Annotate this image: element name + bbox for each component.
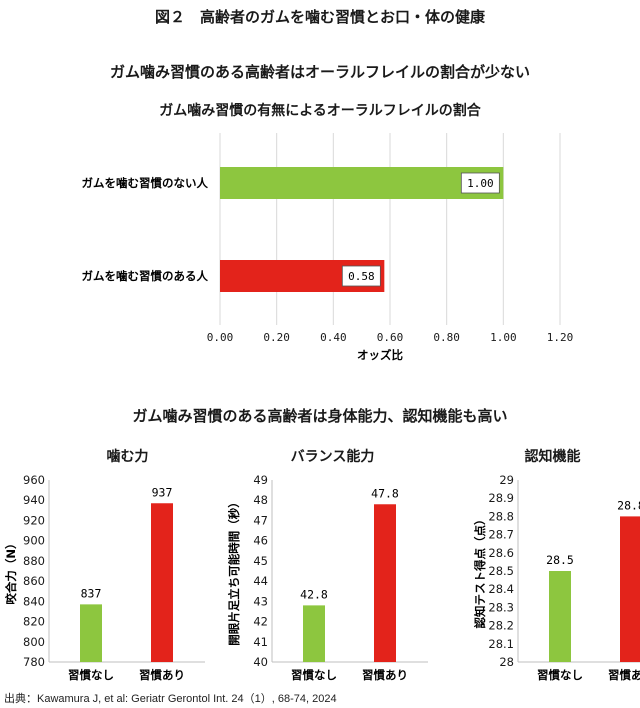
bar — [549, 571, 571, 662]
x-tick-label: 1.20 — [547, 331, 574, 344]
data-label: 937 — [152, 485, 173, 499]
y-axis-title: 咬合力（N） — [4, 537, 18, 604]
y-tick-label: 920 — [23, 513, 45, 527]
odds-chart-title: ガム噛み習慣の有無によるオーラルフレイルの割合 — [159, 103, 481, 119]
y-tick-label: 28.9 — [488, 491, 514, 505]
y-tick-label: 41 — [253, 635, 268, 649]
category-label: 習慣あり — [362, 668, 408, 682]
category-label: 習慣なし — [68, 668, 114, 682]
y-tick-label: 48 — [253, 493, 268, 507]
y-tick-label: 29 — [499, 473, 514, 487]
y-tick-label: 43 — [253, 594, 268, 608]
source-citation: 出典：Kawamura J, et al: Geriatr Gerontol I… — [4, 693, 337, 705]
y-tick-label: 47 — [253, 513, 268, 527]
small-bar-charts: 780 800 820 840 860 880 900 920 940 960 837 習慣なし 937… — [4, 473, 640, 682]
y-tick-label: 28.3 — [488, 600, 514, 614]
data-label: 28.8 — [617, 498, 640, 512]
y-tick-label: 960 — [23, 473, 45, 487]
y-axis-title: 認知テスト得点（点） — [473, 514, 487, 629]
category-label: ガムを噛む習慣のない人 — [82, 176, 209, 190]
x-tick-label: 0.20 — [263, 331, 290, 344]
data-label: 28.5 — [546, 553, 574, 567]
x-tick-label: 0.40 — [320, 331, 347, 344]
y-tick-label: 28.7 — [488, 528, 514, 542]
y-tick-label: 880 — [23, 554, 45, 568]
y-tick-label: 28.6 — [488, 546, 514, 560]
y-tick-label: 45 — [253, 554, 268, 568]
data-label: 837 — [81, 586, 102, 600]
y-tick-label: 900 — [23, 534, 45, 548]
x-axis-title: オッズ比 — [357, 348, 403, 362]
cognitive-title: 認知機能 — [524, 449, 581, 465]
y-tick-label: 28.5 — [488, 564, 514, 578]
y-tick-label: 40 — [253, 655, 268, 669]
y-tick-label: 820 — [23, 615, 45, 629]
data-label: 47.8 — [371, 486, 399, 500]
bar — [374, 504, 396, 662]
data-label: 0.58 — [348, 270, 375, 283]
y-tick-label: 800 — [23, 635, 45, 649]
bar — [220, 167, 504, 199]
y-tick-label: 780 — [23, 655, 45, 669]
category-label: 習慣なし — [291, 668, 337, 682]
y-tick-label: 28.2 — [488, 619, 514, 633]
data-label-box — [460, 172, 500, 194]
category-label: 習慣なし — [537, 668, 583, 682]
y-tick-label: 860 — [23, 574, 45, 588]
x-tick-label: 1.00 — [490, 331, 517, 344]
data-label-box — [341, 265, 381, 287]
y-tick-label: 28 — [499, 655, 514, 669]
category-label: 習慣あり — [139, 668, 185, 682]
odds-ratio-chart: 1.00 0.58 0.00 0.20 0.40 0.60 0.80 1.00 1.20 ガム… — [82, 133, 574, 362]
bar — [151, 503, 173, 662]
section1-title: ガム噛み習慣のある高齢者はオーラルフレイルの割合が少ない — [109, 63, 530, 81]
x-tick-label: 0.00 — [207, 331, 234, 344]
y-tick-label: 49 — [253, 473, 268, 487]
figure-title: 図２ 高齢者のガムを噛む習慣とお口・体の健康 — [154, 8, 485, 26]
y-tick-label: 28.1 — [488, 637, 514, 651]
y-tick-label: 46 — [253, 534, 268, 548]
y-tick-label: 28.4 — [488, 582, 514, 596]
category-label: ガムを噛む習慣のある人 — [82, 269, 209, 283]
data-label: 42.8 — [300, 587, 328, 601]
y-tick-label: 840 — [23, 594, 45, 608]
y-tick-label: 940 — [23, 493, 45, 507]
category-label: 習慣あり — [608, 668, 640, 682]
section2-title: ガム噛み習慣のある高齢者は身体能力、認知機能も高い — [132, 407, 508, 425]
bar — [80, 604, 102, 662]
y-tick-label: 42 — [253, 615, 268, 629]
balance-title: バランス能力 — [290, 449, 375, 465]
x-tick-label: 0.80 — [433, 331, 460, 344]
y-tick-label: 28.8 — [488, 509, 514, 523]
data-label: 1.00 — [467, 177, 494, 190]
y-axis-title: 開眼片足立ち可能時間（秒） — [227, 496, 241, 646]
y-tick-label: 44 — [253, 574, 268, 588]
bar — [620, 516, 640, 662]
chewing-force-title: 噛む力 — [106, 449, 149, 465]
x-tick-label: 0.60 — [377, 331, 404, 344]
bar — [303, 605, 325, 662]
